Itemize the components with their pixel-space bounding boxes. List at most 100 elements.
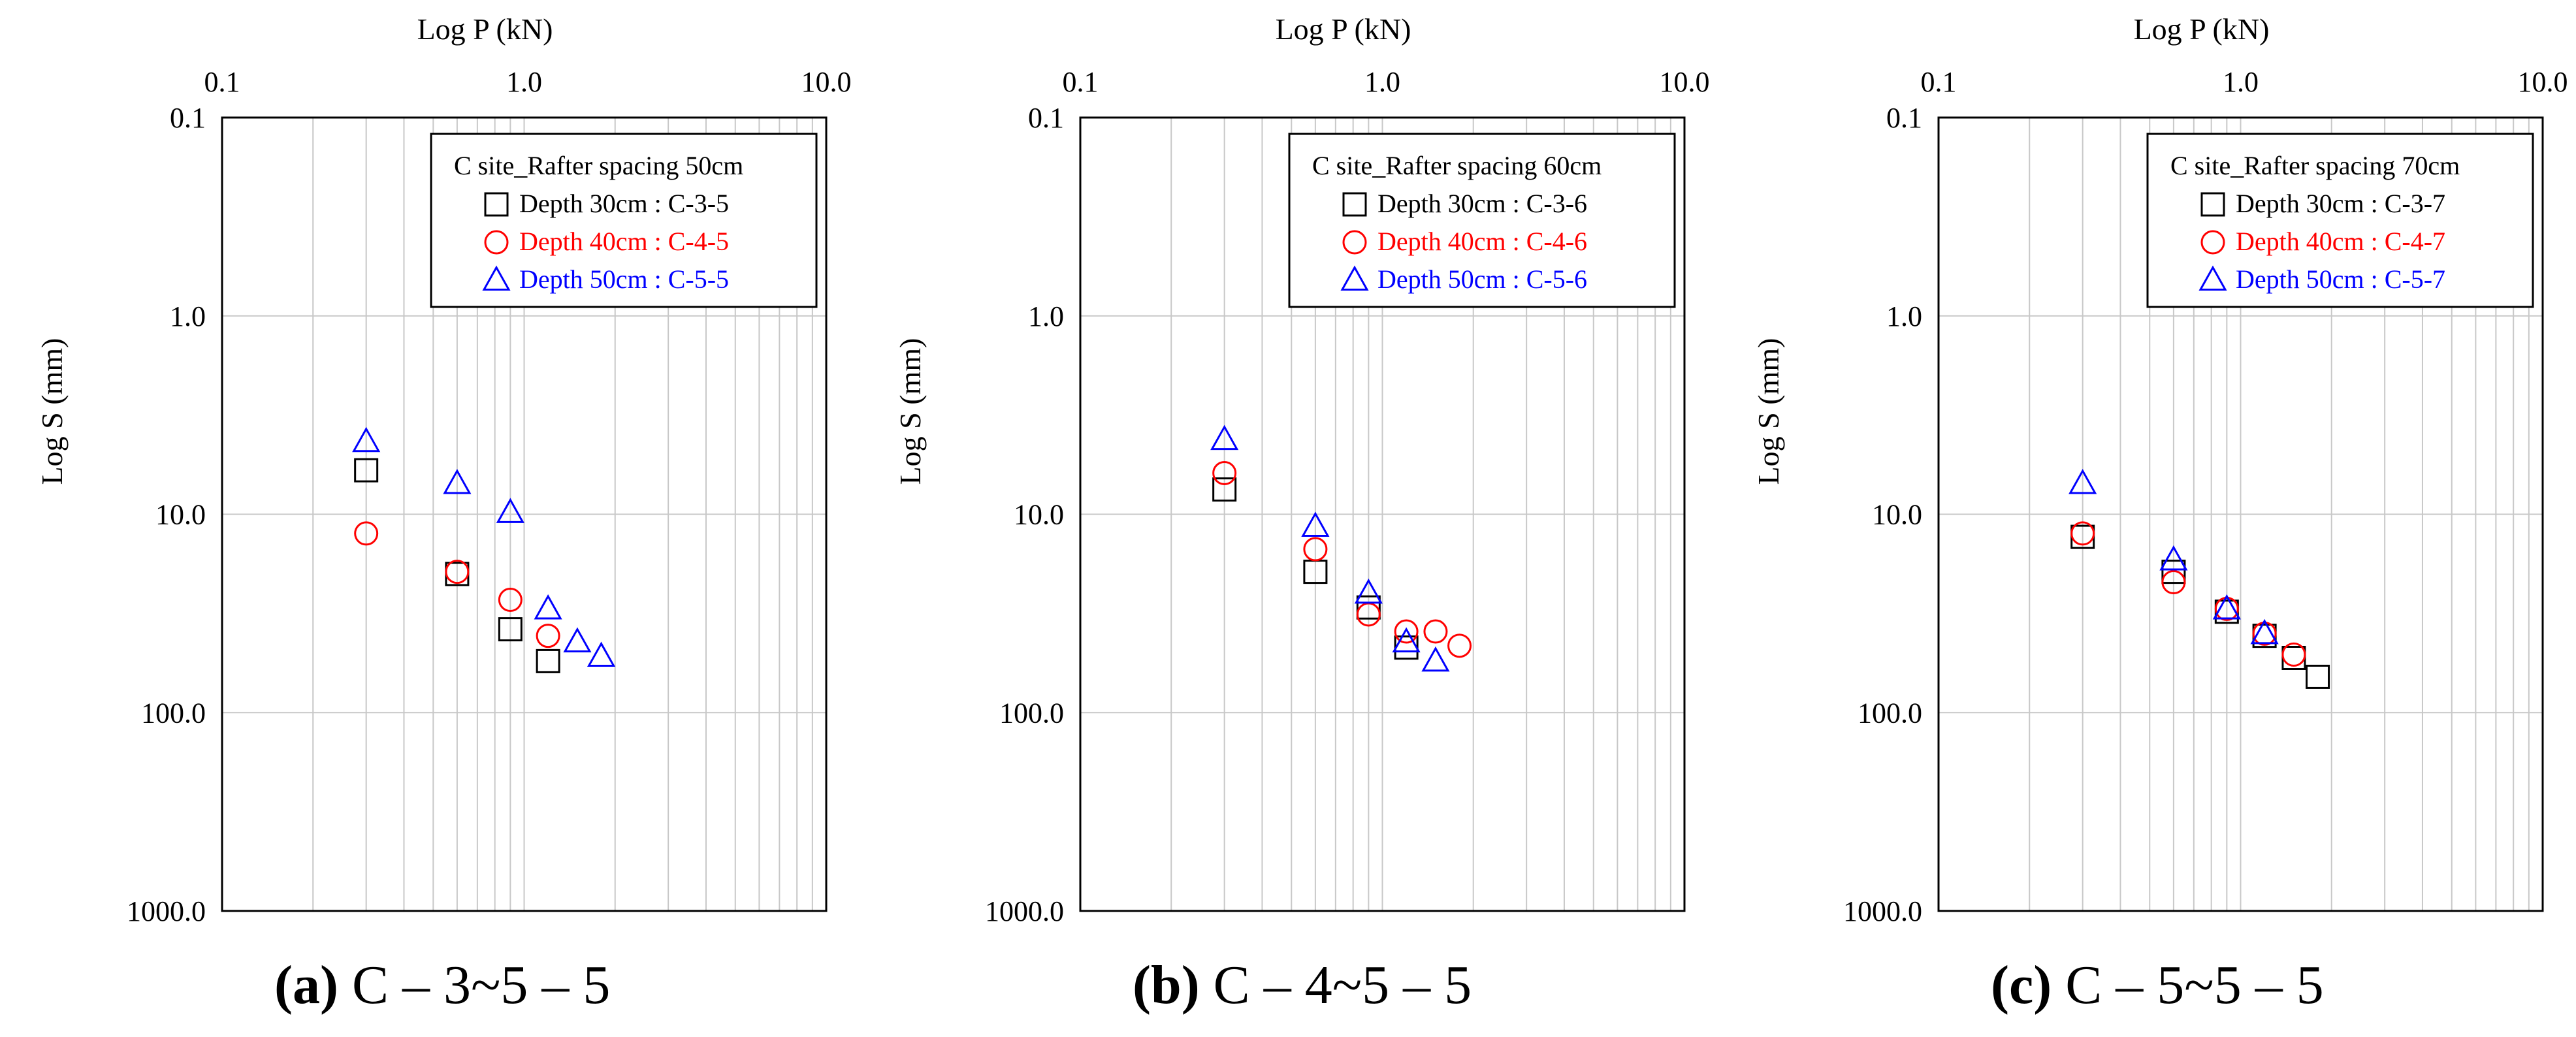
y-tick-label: 0.1 xyxy=(170,102,206,134)
y-tick-label: 100.0 xyxy=(1858,697,1922,729)
data-point xyxy=(1447,633,1472,658)
x-axis-title: Log P (kN) xyxy=(1276,12,1411,46)
data-point xyxy=(2161,570,2186,595)
series-2 xyxy=(2070,521,2306,667)
x-axis-title: Log P (kN) xyxy=(417,12,553,46)
data-point xyxy=(354,458,379,483)
data-point xyxy=(498,588,523,613)
legend-marker xyxy=(2200,192,2225,217)
data-point xyxy=(1210,424,1239,451)
plot-area-frame xyxy=(1937,116,2544,912)
legend-marker xyxy=(2198,265,2227,291)
y-tick-label: 0.1 xyxy=(1886,102,1922,134)
data-point xyxy=(2212,594,2241,620)
data-point xyxy=(443,468,472,494)
series-1 xyxy=(2070,524,2330,689)
y-tick-label: 1000.0 xyxy=(1843,895,1922,927)
x-axis-title: Log P (kN) xyxy=(2134,12,2270,46)
y-tick-label: 0.1 xyxy=(1028,102,1064,134)
y-tick-label: 10.0 xyxy=(1014,499,1064,531)
legend-marker xyxy=(484,230,509,255)
series-2 xyxy=(354,521,560,648)
data-point xyxy=(2161,560,2186,584)
legend: C site_Rafter spacing 70cm Depth 30cm : C… xyxy=(2146,133,2534,308)
caption-a: (a) C – 3~5 – 5 xyxy=(274,953,610,1017)
data-point xyxy=(2250,618,2279,645)
legend-title: C site_Rafter spacing 50cm xyxy=(454,151,743,180)
caption-b-letter: (b) xyxy=(1133,955,1200,1015)
x-tick-label: 1.0 xyxy=(506,66,542,98)
data-point xyxy=(2070,521,2095,546)
data-point xyxy=(352,426,381,453)
data-point xyxy=(1354,578,1383,604)
y-tick-label: 1.0 xyxy=(170,300,206,332)
x-tick-label: 0.1 xyxy=(1063,66,1099,98)
y-axis-title: Log S (mm) xyxy=(35,338,69,485)
x-tick-label: 10.0 xyxy=(2518,66,2568,98)
data-point xyxy=(445,560,470,584)
data-point xyxy=(1356,595,1381,620)
legend-title: C site_Rafter spacing 70cm xyxy=(2170,151,2460,180)
caption-a-letter: (a) xyxy=(274,955,338,1015)
data-point xyxy=(1301,511,1330,537)
legend-label: Depth 30cm : C-3-7 xyxy=(2236,189,2445,218)
data-point xyxy=(1212,460,1237,485)
y-tick-label: 1000.0 xyxy=(127,895,206,927)
legend: C site_Rafter spacing 60cm Depth 30cm : C… xyxy=(1288,133,1676,308)
data-point xyxy=(1303,537,1328,562)
caption-c-letter: (c) xyxy=(1991,955,2052,1015)
y-axis-title: Log S (mm) xyxy=(1752,338,1785,485)
caption-c-text: C – 5~5 – 5 xyxy=(2052,955,2324,1015)
legend-label: Depth 40cm : C-4-5 xyxy=(519,227,729,256)
y-tick-label: 1000.0 xyxy=(985,895,1064,927)
legend-marker xyxy=(1342,230,1367,255)
series-3 xyxy=(1210,424,1450,672)
legend: C site_Rafter spacing 50cm Depth 30cm : C… xyxy=(430,133,818,308)
x-tick-label: 0.1 xyxy=(204,66,240,98)
data-point xyxy=(1394,619,1419,644)
chart-c: 0.1 1.0 10.0 Log P (kN) 0.1 1.0 10.0 100.0 1000.… xyxy=(1752,12,2568,927)
legend-marker xyxy=(1342,192,1367,217)
legend-box xyxy=(2146,133,2534,308)
legend-box xyxy=(1288,133,1676,308)
data-point xyxy=(587,641,616,667)
data-point xyxy=(563,627,592,652)
caption-b: (b) C – 4~5 – 5 xyxy=(1133,953,1472,1017)
plot-area-frame xyxy=(221,116,828,912)
data-point xyxy=(1421,646,1450,672)
legend-title: C site_Rafter spacing 60cm xyxy=(1312,151,1602,180)
chart-panel-b: 0.1 1.0 10.0 Log P (kN) 0.1 1.0 10.0 100.0 1000.… xyxy=(858,0,1716,1037)
legend-label: Depth 40cm : C-4-6 xyxy=(1377,227,1587,256)
chart-panel-c: 0.1 1.0 10.0 Log P (kN) 0.1 1.0 10.0 100.0 1000.… xyxy=(1716,0,2575,1037)
data-point xyxy=(2159,545,2188,571)
series-3 xyxy=(352,426,616,667)
data-point xyxy=(498,617,523,642)
x-tick-label: 1.0 xyxy=(1364,66,1400,98)
legend-label: Depth 50cm : C-5-6 xyxy=(1377,264,1587,294)
chart-b: 0.1 1.0 10.0 Log P (kN) 0.1 1.0 10.0 100.0 1000.… xyxy=(894,12,1710,927)
data-point xyxy=(534,594,562,620)
y-tick-label: 1.0 xyxy=(1886,300,1922,332)
x-tick-label: 1.0 xyxy=(2223,66,2259,98)
legend-box xyxy=(430,133,818,308)
caption-b-text: C – 4~5 – 5 xyxy=(1199,955,1472,1015)
y-tick-label: 100.0 xyxy=(141,697,206,729)
y-tick-label: 10.0 xyxy=(155,499,206,531)
plot-area-frame xyxy=(1079,116,1686,912)
series-2 xyxy=(1212,460,1472,658)
legend-marker xyxy=(482,265,511,291)
legend-label: Depth 30cm : C-3-5 xyxy=(519,189,729,218)
legend-label: Depth 50cm : C-5-7 xyxy=(2236,264,2445,294)
chart-a: 0.1 1.0 10.0 Log P (kN) 0.1 1.0 10.0 100.0 1000.… xyxy=(35,12,852,927)
data-point xyxy=(2069,468,2097,494)
y-tick-label: 100.0 xyxy=(999,697,1064,729)
data-point xyxy=(536,648,560,673)
x-tick-label: 10.0 xyxy=(1660,66,1710,98)
legend-marker xyxy=(484,192,509,217)
data-point xyxy=(2306,664,2330,689)
legend-label: Depth 50cm : C-5-5 xyxy=(519,264,729,294)
x-tick-label: 0.1 xyxy=(1921,66,1957,98)
data-point xyxy=(1423,619,1448,644)
data-point xyxy=(354,521,379,546)
data-point xyxy=(496,498,524,523)
